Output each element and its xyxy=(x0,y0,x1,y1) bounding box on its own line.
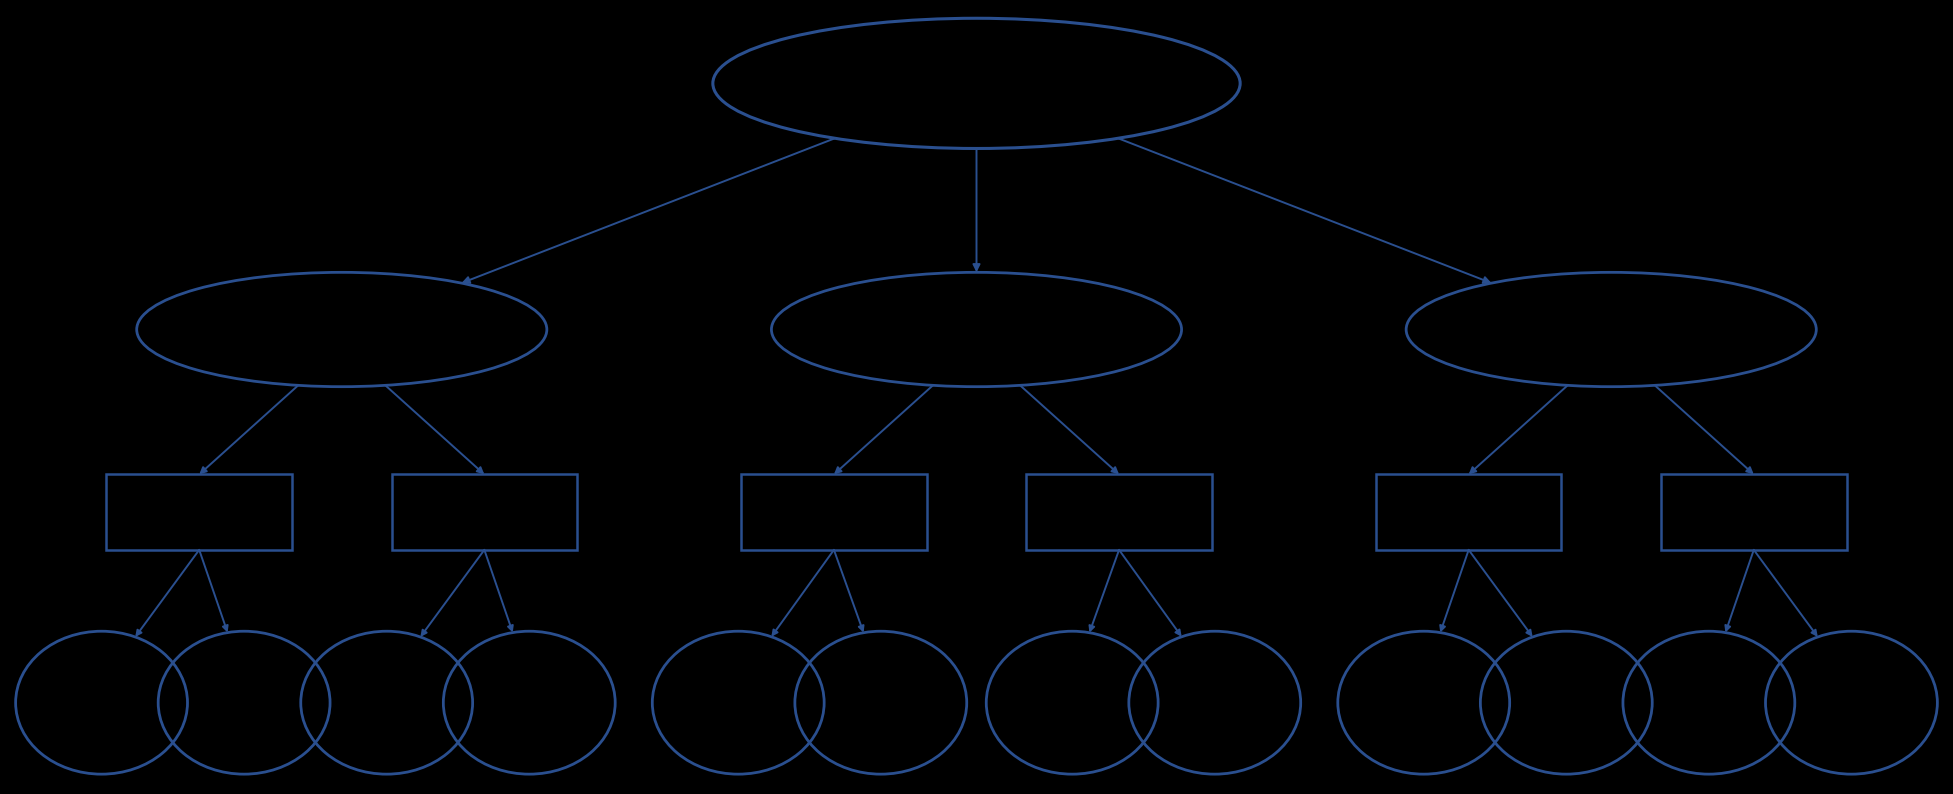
Bar xyxy=(742,475,928,549)
Bar xyxy=(1375,475,1562,549)
Bar xyxy=(1027,475,1211,549)
Bar xyxy=(105,475,293,549)
Bar xyxy=(391,475,578,549)
Bar xyxy=(1660,475,1848,549)
